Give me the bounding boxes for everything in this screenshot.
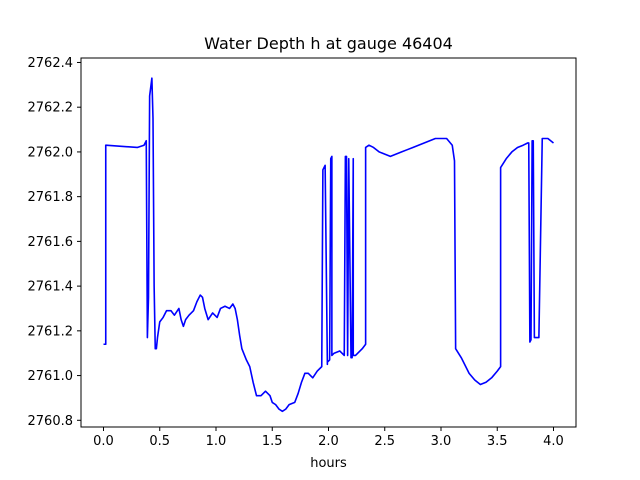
y-tick-label: 2760.8 (28, 414, 74, 429)
y-tick-label: 2762.4 (28, 56, 74, 71)
x-axis-label: hours (310, 456, 347, 471)
plot-area (80, 57, 577, 428)
plot-frame (80, 57, 577, 428)
x-tick-label: 4.0 (543, 434, 564, 449)
x-tick-label: 0.0 (93, 434, 114, 449)
y-tick-label: 2762.2 (28, 101, 74, 116)
y-tick-label: 2761.4 (28, 280, 74, 295)
series-line-0 (103, 77, 554, 413)
x-tick-label: 2.0 (318, 434, 339, 449)
y-tick-label: 2761.8 (28, 190, 74, 205)
y-tick-label: 2762.0 (28, 145, 74, 160)
y-tick-label: 2761.0 (28, 369, 74, 384)
x-tick-label: 0.5 (149, 434, 170, 449)
x-axis: 0.0 0.5 1.0 1.5 2.0 2.5 3.0 3.5 4.0 (93, 427, 564, 449)
series-layer (103, 77, 554, 413)
x-tick-label: 2.5 (374, 434, 395, 449)
x-tick-label: 3.5 (487, 434, 508, 449)
x-tick-label: 1.5 (262, 434, 283, 449)
y-tick-label: 2761.2 (28, 324, 74, 339)
y-tick-label: 2761.6 (28, 235, 74, 250)
x-tick-label: 1.0 (206, 434, 227, 449)
y-axis: 2760.8 2761.0 2761.2 2761.4 2761.6 2761.8 2762… (28, 56, 81, 429)
chart-title: Water Depth h at gauge 46404 (204, 34, 453, 53)
x-tick-label: 3.0 (431, 434, 452, 449)
